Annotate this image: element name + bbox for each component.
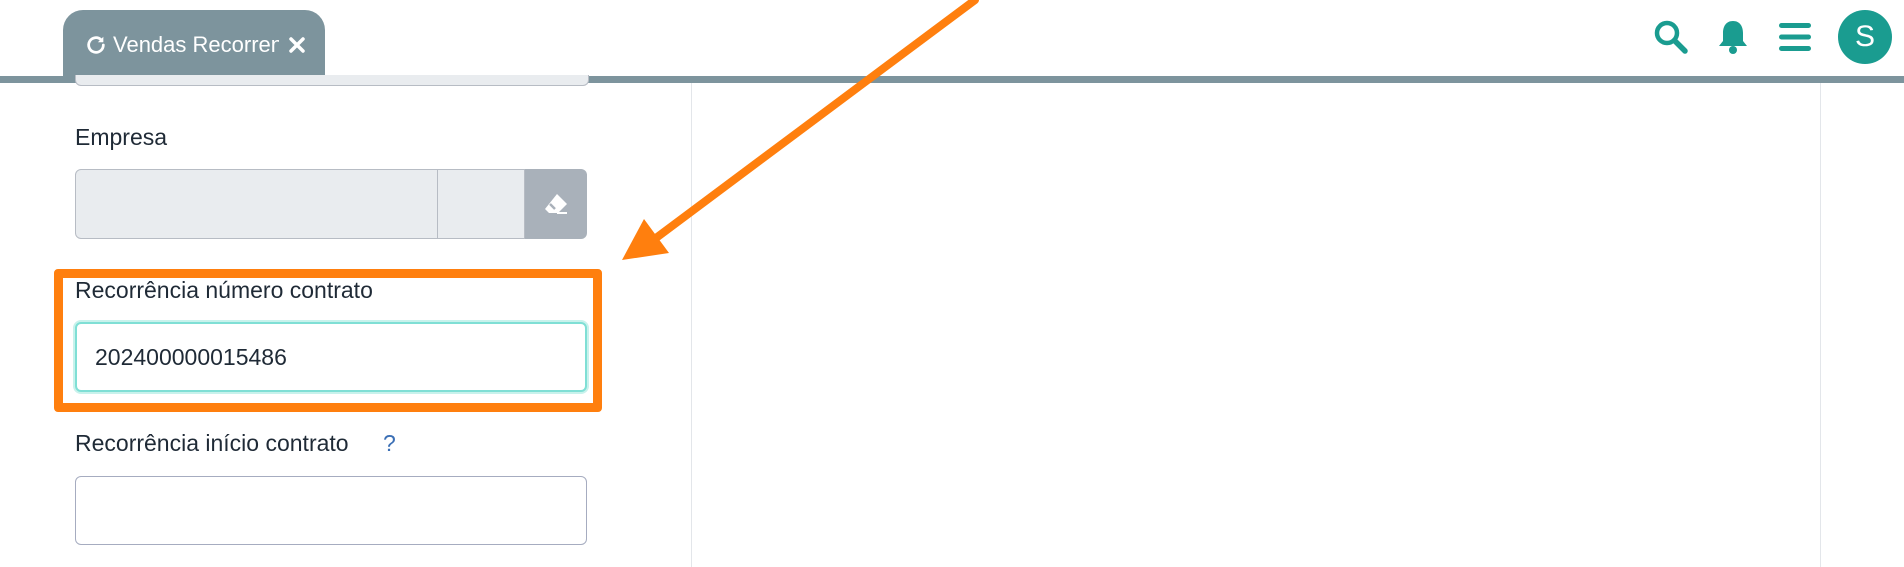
tab-label: Vendas Recorrentes — [113, 32, 279, 57]
header-actions: S — [1652, 8, 1892, 66]
empresa-field — [75, 169, 587, 239]
numero-contrato-label: Recorrência número contrato — [75, 277, 373, 303]
refresh-icon[interactable] — [85, 34, 107, 56]
tab-vendas-recorrentes[interactable]: Vendas Recorrentes — [63, 10, 325, 80]
top-bar: Vendas Recorrentes S — [0, 0, 1904, 83]
column-divider — [691, 83, 692, 567]
column-divider — [1820, 83, 1821, 567]
eraser-icon — [545, 194, 567, 214]
close-icon[interactable] — [287, 35, 307, 55]
empresa-addon[interactable] — [438, 169, 525, 239]
bell-icon[interactable] — [1714, 18, 1752, 56]
numero-contrato-input[interactable] — [75, 322, 587, 392]
user-avatar[interactable]: S — [1838, 10, 1892, 64]
empresa-select[interactable] — [75, 169, 438, 239]
help-icon[interactable]: ? — [383, 430, 396, 456]
inicio-contrato-input[interactable] — [75, 476, 587, 545]
previous-field[interactable] — [75, 75, 589, 86]
empresa-label: Empresa — [75, 124, 168, 150]
search-icon[interactable] — [1652, 18, 1690, 56]
inicio-contrato-label: Recorrência início contrato — [75, 430, 349, 456]
menu-icon[interactable] — [1776, 18, 1814, 56]
empresa-clear-button[interactable] — [525, 169, 587, 239]
annotation-highlight-box — [54, 269, 602, 412]
